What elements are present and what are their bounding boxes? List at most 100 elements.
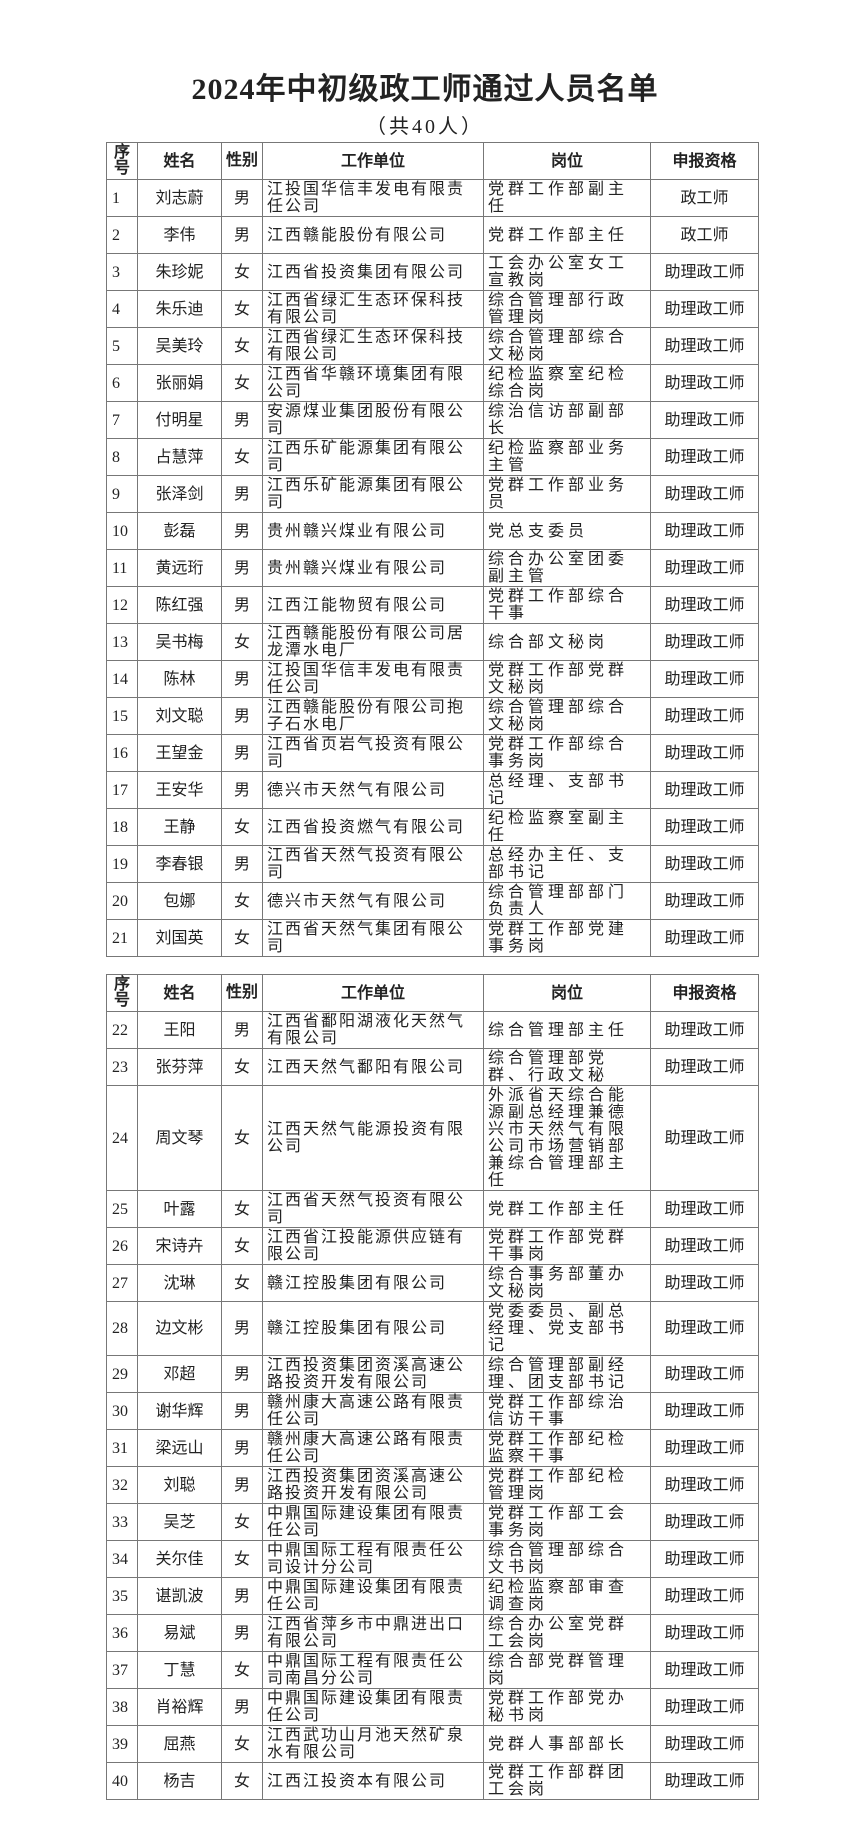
table-row: 39 屈燕女江西武功山月池天然矿泉水有限公司 党群人事部部长 助理政工师 (106, 1725, 759, 1763)
gender: 男 (221, 771, 263, 809)
row-index: 20 (106, 882, 138, 920)
position: 党委委员、副总经理、党支部书记 (483, 1301, 651, 1356)
table-row: 34 关尔佳女中鼎国际工程有限责任公司设计分公司 综合管理部综合文书岗 助理政工师 (106, 1540, 759, 1578)
row-index: 39 (106, 1725, 138, 1763)
person-name: 王望金 (137, 734, 222, 772)
gender: 男 (221, 660, 263, 698)
header-employer: 工作单位 (262, 974, 484, 1012)
gender: 男 (221, 401, 263, 439)
row-index: 13 (106, 623, 138, 661)
person-name: 吴芝 (137, 1503, 222, 1541)
employer: 德兴市天然气有限公司 (262, 771, 484, 809)
employer: 江西江能物贸有限公司 (262, 586, 484, 624)
employer: 江西省萍乡市中鼎进出口有限公司 (262, 1614, 484, 1652)
qualification: 助理政工师 (650, 1227, 759, 1265)
qualification: 助理政工师 (650, 1614, 759, 1652)
employer: 中鼎国际工程有限责任公司设计分公司 (262, 1540, 484, 1578)
qualification: 助理政工师 (650, 1085, 759, 1191)
employer: 江西投资集团资溪高速公路投资开发有限公司 (262, 1355, 484, 1393)
employer: 江西天然气能源投资有限公司 (262, 1085, 484, 1191)
position: 综合部党群管理岗 (483, 1651, 651, 1689)
position: 党群工作部群团工会岗 (483, 1762, 651, 1800)
table-row: 9 张泽剑男江西乐矿能源集团有限公司 党群工作部业务员 助理政工师 (106, 475, 759, 513)
qualification: 助理政工师 (650, 1725, 759, 1763)
employer: 赣州康大高速公路有限责任公司 (262, 1392, 484, 1430)
table-row: 13 吴书梅女江西赣能股份有限公司居龙潭水电厂 综合部文秘岗 助理政工师 (106, 623, 759, 661)
employer: 安源煤业集团股份有限公司 (262, 401, 484, 439)
person-name: 谌凯波 (137, 1577, 222, 1615)
gender: 女 (221, 1762, 263, 1800)
position: 综合管理部党群、行政文秘 (483, 1048, 651, 1086)
qualification: 助理政工师 (650, 1301, 759, 1356)
gender: 女 (221, 623, 263, 661)
table-row: 25 叶露女江西省天然气投资有限公司 党群工作部主任 助理政工师 (106, 1190, 759, 1228)
qualification: 助理政工师 (650, 1392, 759, 1430)
position: 纪检监察室纪检综合岗 (483, 364, 651, 402)
table-row: 19 李春银男江西省天然气投资有限公司 总经办主任、支部书记 助理政工师 (106, 845, 759, 883)
row-index: 8 (106, 438, 138, 476)
position: 综合办公室团委副主管 (483, 549, 651, 587)
qualification: 助理政工师 (650, 1466, 759, 1504)
person-name: 谢华辉 (137, 1392, 222, 1430)
position: 总经理、支部书记 (483, 771, 651, 809)
employer: 江西省鄱阳湖液化天然气有限公司 (262, 1011, 484, 1049)
position: 党群工作部党群文秘岗 (483, 660, 651, 698)
row-index: 11 (106, 549, 138, 587)
qualification: 助理政工师 (650, 364, 759, 402)
row-index: 16 (106, 734, 138, 772)
person-name: 彭磊 (137, 512, 222, 550)
table-header-row: 序号 姓名 性别 工作单位 岗位 申报资格 (106, 142, 759, 180)
position: 党群工作部党群干事岗 (483, 1227, 651, 1265)
table-row: 22 王阳男江西省鄱阳湖液化天然气有限公司 综合管理部主任 助理政工师 (106, 1011, 759, 1049)
header-qualification: 申报资格 (650, 142, 759, 180)
position: 党群工作部副主任 (483, 179, 651, 217)
table-row: 29 邓超男江西投资集团资溪高速公路投资开发有限公司 综合管理部副经理、团支部书记助… (106, 1355, 759, 1393)
table-row: 1 刘志蔚男江投国华信丰发电有限责任公司 党群工作部副主任 政工师 (106, 179, 759, 217)
person-name: 包娜 (137, 882, 222, 920)
row-index: 36 (106, 1614, 138, 1652)
gender: 女 (221, 1227, 263, 1265)
qualification: 助理政工师 (650, 327, 759, 365)
employer: 江投国华信丰发电有限责任公司 (262, 179, 484, 217)
table-row: 23 张芬萍女江西天然气鄱阳有限公司 综合管理部党群、行政文秘 助理政工师 (106, 1048, 759, 1086)
qualification: 助理政工师 (650, 845, 759, 883)
table-header-row: 序号 姓名 性别 工作单位 岗位 申报资格 (106, 974, 759, 1012)
row-index: 23 (106, 1048, 138, 1086)
employer: 江西乐矿能源集团有限公司 (262, 438, 484, 476)
person-name: 丁慧 (137, 1651, 222, 1689)
person-name: 朱乐迪 (137, 290, 222, 328)
header-qualification: 申报资格 (650, 974, 759, 1012)
gender: 女 (221, 1085, 263, 1191)
qualification: 助理政工师 (650, 1429, 759, 1467)
gender: 女 (221, 1190, 263, 1228)
row-index: 29 (106, 1355, 138, 1393)
qualification: 助理政工师 (650, 1264, 759, 1302)
person-name: 吴书梅 (137, 623, 222, 661)
row-index: 25 (106, 1190, 138, 1228)
row-index: 38 (106, 1688, 138, 1726)
qualification: 助理政工师 (650, 1011, 759, 1049)
person-name: 张芬萍 (137, 1048, 222, 1086)
position: 综合管理部综合文书岗 (483, 1540, 651, 1578)
gender: 女 (221, 253, 263, 291)
person-name: 李伟 (137, 216, 222, 254)
position: 党群工作部主任 (483, 216, 651, 254)
position: 党群工作部党办秘书岗 (483, 1688, 651, 1726)
employer: 江西赣能股份有限公司抱子石水电厂 (262, 697, 484, 735)
employer: 中鼎国际建设集团有限责任公司 (262, 1688, 484, 1726)
qualification: 助理政工师 (650, 1762, 759, 1800)
table-row: 11 黄远珩男贵州赣兴煤业有限公司 综合办公室团委副主管 助理政工师 (106, 549, 759, 587)
position: 党群工作部党建事务岗 (483, 919, 651, 957)
person-name: 付明星 (137, 401, 222, 439)
gender: 男 (221, 216, 263, 254)
gender: 男 (221, 697, 263, 735)
header-position: 岗位 (483, 142, 651, 180)
employer: 中鼎国际建设集团有限责任公司 (262, 1503, 484, 1541)
employer: 江西江投资本有限公司 (262, 1762, 484, 1800)
row-index: 17 (106, 771, 138, 809)
person-name: 刘国英 (137, 919, 222, 957)
employer: 江西天然气鄱阳有限公司 (262, 1048, 484, 1086)
table-row: 36 易斌男江西省萍乡市中鼎进出口有限公司 综合办公室党群工会岗 助理政工师 (106, 1614, 759, 1652)
qualification: 助理政工师 (650, 1503, 759, 1541)
employer: 江投国华信丰发电有限责任公司 (262, 660, 484, 698)
